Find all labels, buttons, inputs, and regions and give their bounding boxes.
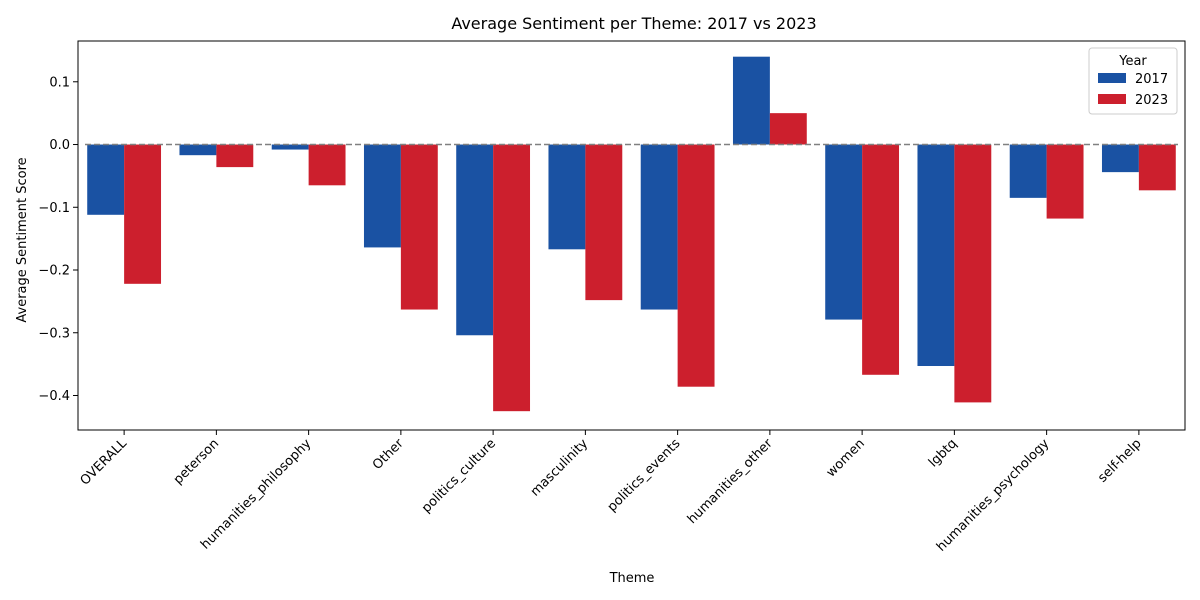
bar-2017-self-help [1101,144,1139,173]
bar-2023-OVERALL [124,144,162,284]
bar-2017-peterson [179,144,217,156]
plot-frame [77,40,1186,431]
legend: Year 2017 2023 [1088,47,1178,115]
x-axis-label: Theme [609,571,655,586]
bar-2017-OVERALL [87,144,125,215]
bar-2023-humanities_philosophy [308,144,346,186]
x-tick-label: humanities_other [685,436,776,527]
bar-2017-women [825,144,863,320]
y-tick-label: 0.1 [49,75,70,90]
x-tick-label: OVERALL [78,436,131,489]
y-axis-label: Average Sentiment Score [15,157,30,322]
legend-swatch-2017 [1098,73,1126,83]
legend-label-2023: 2023 [1135,93,1168,108]
bar-2023-humanities_psychology [1046,144,1084,219]
bar-2017-politics_events [640,144,678,310]
bar-2023-self-help [1138,144,1176,191]
x-tick-label: self-help [1095,436,1145,486]
x-tick-label: humanities_philosophy [198,436,315,553]
x-tick-label: politics_events [605,436,684,515]
x-tick-label: Other [370,436,407,473]
y-tick-label: −0.3 [38,326,70,341]
bar-2023-politics_events [677,144,715,387]
bar-2023-Other [400,144,438,310]
legend-title: Year [1118,54,1147,69]
legend-label-2017: 2017 [1135,72,1168,87]
bar-2023-women [862,144,900,375]
bar-2017-masculinity [548,144,586,250]
bar-2017-lgbtq [917,144,955,367]
y-tick-label: 0.0 [49,138,70,153]
y-tick-label: −0.4 [38,389,70,404]
x-tick-label: masculinity [528,436,592,500]
bar-2023-masculinity [585,144,623,301]
bar-2017-Other [363,144,401,248]
bar-2017-politics_culture [456,144,494,336]
y-tick-label: −0.1 [38,201,70,216]
bar-2017-humanities_psychology [1009,144,1047,198]
x-tick-label: peterson [171,436,222,487]
x-tick-label: women [824,436,868,480]
chart-title: Average Sentiment per Theme: 2017 vs 202… [451,14,816,33]
y-tick-label: −0.2 [38,264,70,279]
bar-2023-lgbtq [954,144,992,403]
legend-swatch-2023 [1098,94,1126,104]
bar-2023-politics_culture [493,144,531,412]
x-tick-label: lgbtq [926,436,960,470]
x-tick-label: politics_culture [419,436,499,516]
bar-2017-humanities_other [732,56,770,145]
bar-2023-humanities_other [769,113,807,145]
bar-2017-humanities_philosophy [271,144,309,150]
bar-2023-peterson [216,144,254,168]
